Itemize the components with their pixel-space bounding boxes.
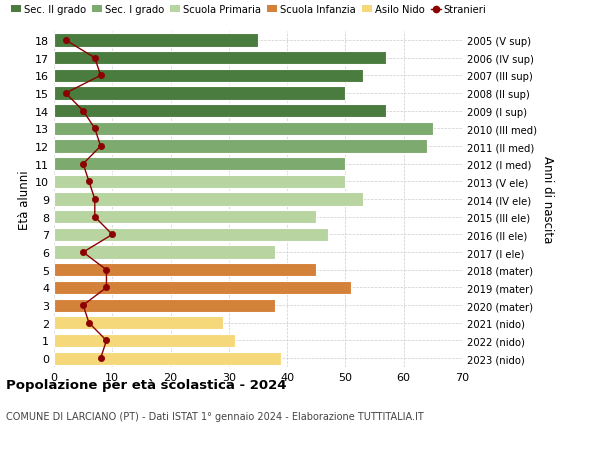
Bar bbox=[54, 34, 258, 48]
Bar bbox=[54, 105, 386, 118]
Bar bbox=[54, 246, 275, 259]
Bar bbox=[54, 140, 427, 153]
Bar bbox=[54, 87, 346, 101]
Bar bbox=[54, 228, 328, 241]
Bar bbox=[54, 193, 363, 206]
Bar bbox=[54, 317, 223, 330]
Text: COMUNE DI LARCIANO (PT) - Dati ISTAT 1° gennaio 2024 - Elaborazione TUTTITALIA.I: COMUNE DI LARCIANO (PT) - Dati ISTAT 1° … bbox=[6, 411, 424, 421]
Y-axis label: Età alunni: Età alunni bbox=[18, 170, 31, 230]
Bar bbox=[54, 352, 281, 365]
Bar bbox=[54, 299, 275, 312]
Bar bbox=[54, 263, 316, 277]
Y-axis label: Anni di nascita: Anni di nascita bbox=[541, 156, 554, 243]
Bar bbox=[54, 334, 235, 347]
Bar bbox=[54, 123, 433, 136]
Legend: Sec. II grado, Sec. I grado, Scuola Primaria, Scuola Infanzia, Asilo Nido, Stran: Sec. II grado, Sec. I grado, Scuola Prim… bbox=[11, 5, 487, 15]
Bar bbox=[54, 211, 316, 224]
Text: Popolazione per età scolastica - 2024: Popolazione per età scolastica - 2024 bbox=[6, 379, 287, 392]
Bar bbox=[54, 281, 351, 295]
Bar bbox=[54, 52, 386, 65]
Bar bbox=[54, 70, 363, 83]
Bar bbox=[54, 158, 346, 171]
Bar bbox=[54, 175, 346, 189]
